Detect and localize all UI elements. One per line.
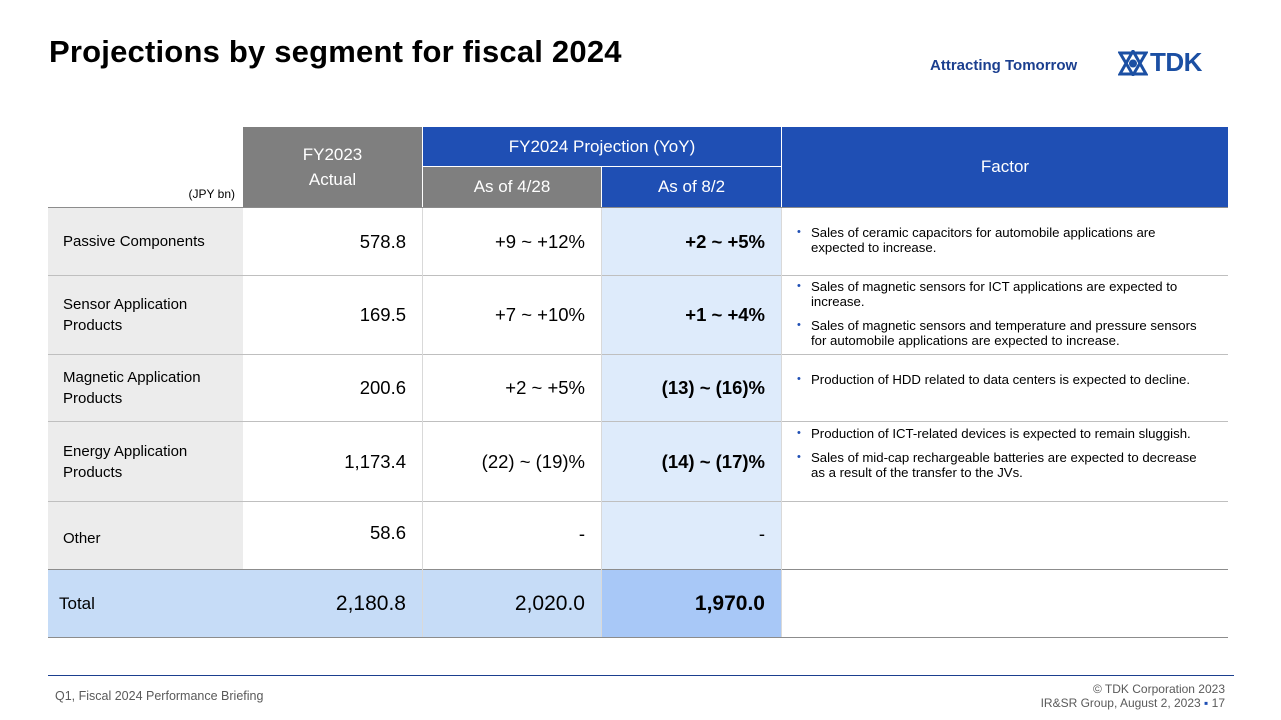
tdk-logo-icon xyxy=(1118,49,1148,76)
factor-header: Factor xyxy=(782,127,1228,207)
factor-item: Sales of ceramic capacitors for automobi… xyxy=(797,225,1212,255)
proj-0802-other: - xyxy=(602,502,781,569)
proj-0428-passive-components: +9 ~ +12% xyxy=(494,230,585,252)
factor-item: Sales of mid-cap rechargeable batteries … xyxy=(797,450,1202,480)
factor-item: Sales of magnetic sensors for ICT applic… xyxy=(797,279,1212,309)
fy2024-projection-header: FY2024 Projection (YoY) xyxy=(423,127,781,166)
col-divider xyxy=(422,208,423,637)
actual-energy-application: 1,173.4 xyxy=(344,450,406,472)
factor-energy-application: Production of ICT-related devices is exp… xyxy=(782,426,1202,489)
segment-passive-components: Passive Components xyxy=(48,208,243,275)
factor-passive-components: Sales of ceramic capacitors for automobi… xyxy=(782,225,1212,264)
proj-0428-other: - xyxy=(578,523,585,544)
actual-label: Actual xyxy=(308,170,357,189)
actual-sensor-application: 169.5 xyxy=(359,304,406,325)
segment-sensor-application: Sensor Application Products xyxy=(48,276,243,354)
proj-0428-sensor-application: +7 ~ +10% xyxy=(494,304,585,325)
row-divider xyxy=(48,207,1228,208)
footer-group-date: IR&SR Group, August 2, 2023 xyxy=(1040,696,1201,710)
row-divider xyxy=(48,637,1228,638)
factor-item: Production of HDD related to data center… xyxy=(797,372,1202,387)
factor-sensor-application: Sales of magnetic sensors for ICT applic… xyxy=(782,279,1212,357)
factor-magnetic-application: Production of HDD related to data center… xyxy=(782,372,1202,396)
footer-separator: ▪ xyxy=(1204,696,1212,710)
row-divider xyxy=(48,421,1228,422)
footer-copyright: © TDK Corporation 2023 xyxy=(1092,682,1225,696)
as-of-0428-header: As of 4/28 xyxy=(423,167,601,207)
proj-0802-passive-components: +2 ~ +5% xyxy=(602,208,781,275)
total-proj-0428: 2,020.0 xyxy=(514,591,585,615)
total-actual: 2,180.8 xyxy=(335,591,406,615)
as-of-0802-header: As of 8/2 xyxy=(602,167,781,207)
tdk-logo: TDK xyxy=(1118,47,1202,78)
page-title: Projections by segment for fiscal 2024 xyxy=(49,34,622,69)
col-divider xyxy=(601,208,602,637)
col-divider xyxy=(601,167,602,207)
segment-magnetic-application: Magnetic Application Products xyxy=(48,355,243,421)
unit-label: (JPY bn) xyxy=(188,187,235,201)
col-divider xyxy=(781,127,782,207)
total-label: Total xyxy=(59,593,95,613)
proj-0802-magnetic-application: (13) ~ (16)% xyxy=(602,355,781,421)
footer-group-line: IR&SR Group, August 2, 2023 ▪ 17 xyxy=(1041,696,1225,710)
row-divider xyxy=(48,569,1228,570)
logo-text: TDK xyxy=(1150,47,1202,77)
proj-0802-sensor-application: +1 ~ +4% xyxy=(602,276,781,354)
proj-0428-magnetic-application: +2 ~ +5% xyxy=(505,377,585,398)
fy2023-label: FY2023 xyxy=(302,145,363,164)
segment-energy-application: Energy Application Products xyxy=(48,422,243,501)
row-divider xyxy=(48,501,1228,502)
col-divider xyxy=(781,208,782,637)
col-divider xyxy=(422,127,423,207)
footer-divider xyxy=(48,675,1234,676)
actual-magnetic-application: 200.6 xyxy=(359,377,406,398)
footer-meta: © TDK Corporation 2023 IR&SR Group, Augu… xyxy=(1041,682,1225,710)
proj-0428-energy-application: (22) ~ (19)% xyxy=(481,450,585,472)
fy2023-actual-header: FY2023 Actual xyxy=(243,127,422,207)
proj-0802-energy-application: (14) ~ (17)% xyxy=(602,422,781,501)
actual-other: 58.6 xyxy=(369,522,406,543)
factor-item: Production of ICT-related devices is exp… xyxy=(797,426,1202,441)
total-proj-0802: 1,970.0 xyxy=(602,570,781,637)
header-divider xyxy=(423,166,781,167)
row-divider xyxy=(48,354,1228,355)
segment-other: Other xyxy=(48,502,243,569)
page-number: 17 xyxy=(1211,696,1225,710)
actual-passive-components: 578.8 xyxy=(359,230,406,252)
factor-item: Sales of magnetic sensors and temperatur… xyxy=(797,318,1212,348)
row-divider xyxy=(48,275,1228,276)
footer-presentation-title: Q1, Fiscal 2024 Performance Briefing xyxy=(55,689,264,703)
tagline: Attracting Tomorrow xyxy=(930,57,1078,74)
